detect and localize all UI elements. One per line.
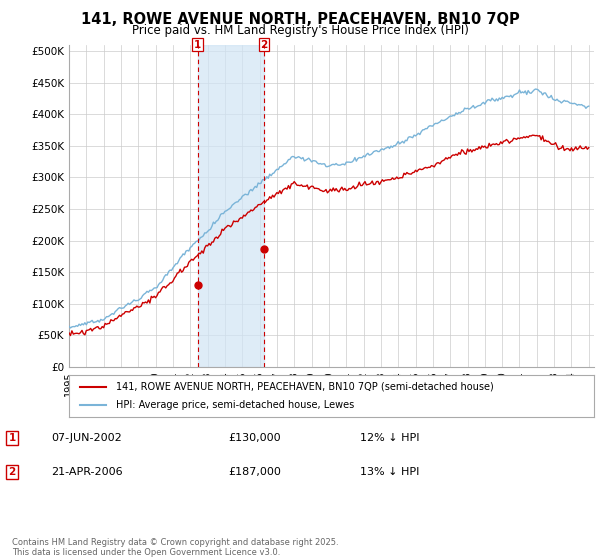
Text: £130,000: £130,000	[228, 433, 281, 443]
Text: Price paid vs. HM Land Registry's House Price Index (HPI): Price paid vs. HM Land Registry's House …	[131, 24, 469, 37]
Text: 2: 2	[260, 40, 268, 49]
Text: 1: 1	[8, 433, 16, 443]
Text: HPI: Average price, semi-detached house, Lewes: HPI: Average price, semi-detached house,…	[116, 400, 355, 410]
Text: 141, ROWE AVENUE NORTH, PEACEHAVEN, BN10 7QP (semi-detached house): 141, ROWE AVENUE NORTH, PEACEHAVEN, BN10…	[116, 382, 494, 392]
Text: 1: 1	[194, 40, 201, 49]
Text: Contains HM Land Registry data © Crown copyright and database right 2025.
This d: Contains HM Land Registry data © Crown c…	[12, 538, 338, 557]
Text: 13% ↓ HPI: 13% ↓ HPI	[360, 467, 419, 477]
Text: 141, ROWE AVENUE NORTH, PEACEHAVEN, BN10 7QP: 141, ROWE AVENUE NORTH, PEACEHAVEN, BN10…	[80, 12, 520, 27]
Text: 21-APR-2006: 21-APR-2006	[51, 467, 122, 477]
Text: 2: 2	[8, 467, 16, 477]
Bar	[197, 45, 264, 367]
Text: 12% ↓ HPI: 12% ↓ HPI	[360, 433, 419, 443]
Text: 07-JUN-2002: 07-JUN-2002	[51, 433, 122, 443]
Text: £187,000: £187,000	[228, 467, 281, 477]
